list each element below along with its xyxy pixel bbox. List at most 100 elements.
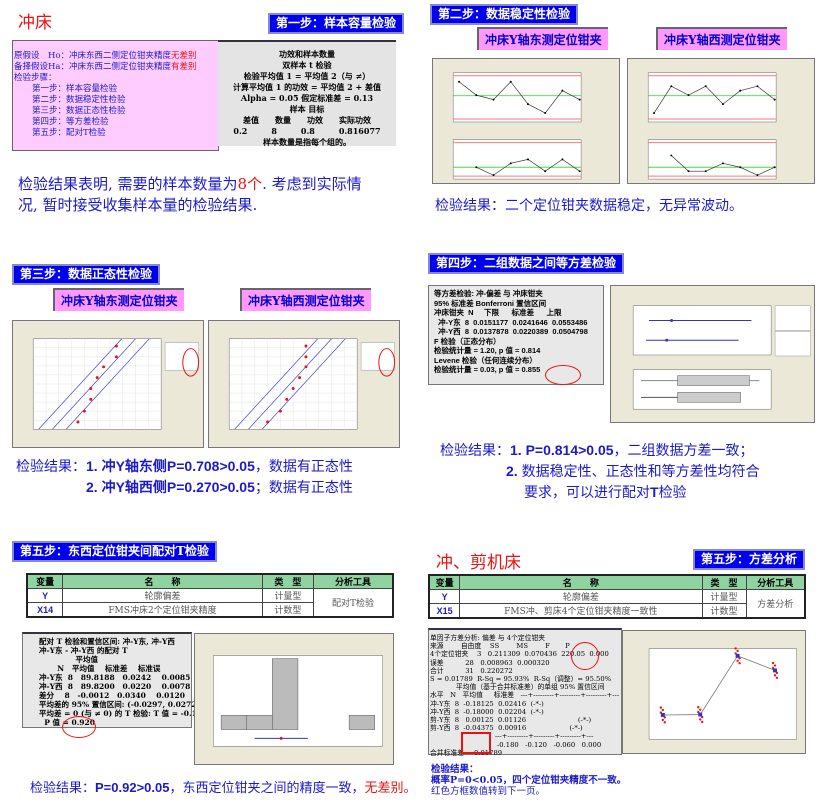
data-point — [775, 676, 779, 679]
stat-line: 冲-Y东 8 -0.18125 0.02416 (-*-) — [430, 699, 544, 708]
mean-point — [735, 653, 740, 658]
stat-line: 冲-Y西 8 89.8200 0.0220 0.0078 — [39, 682, 191, 691]
data-point — [701, 720, 704, 724]
histogram-bar — [220, 715, 247, 730]
stat-line: 功效和样本数量 — [279, 49, 335, 59]
data-point — [771, 661, 775, 665]
stat-line: 95% 标准差 Bonferroni 置信区间 — [434, 298, 547, 308]
stat-line: 剪-Y西 8 -0.04375 0.00916 (-*-) — [430, 724, 583, 733]
data-point — [102, 365, 106, 369]
data-point — [492, 98, 495, 101]
plot-area — [648, 648, 797, 740]
pooled-sd-highlight-box — [461, 732, 491, 754]
west-label: 冲床Y轴西测定位钳夹 — [240, 288, 371, 311]
stat-line: Alpha = 0.05 假定标准差 = 0.13 — [240, 93, 374, 103]
variable-table: 变量名 称类 型分析工具 Y 轮廓偏差 计量型 配对T检验 X14 FMS冲床2个定位钳… — [26, 573, 394, 618]
confidence-band — [38, 338, 123, 430]
data-point — [756, 85, 759, 88]
stat-line: 检验平均值 1 = 平均值 2（与 ≠） — [243, 71, 371, 81]
control-chart-west — [627, 58, 815, 184]
data-point — [773, 674, 777, 677]
difference-histogram — [194, 633, 394, 765]
confidence-band — [234, 338, 319, 430]
mean-point — [698, 712, 703, 717]
stat-line: Levene 检验（任何连续分布） — [434, 355, 537, 365]
data-point — [697, 706, 700, 709]
step5-result: 检验结果：P=0.92>0.05，东西定位钳夹之间的精度一致，无差别。 — [30, 780, 417, 796]
p-value-highlight-circle — [378, 348, 396, 377]
data-point — [773, 98, 776, 101]
data-point — [721, 103, 724, 106]
histogram-bar — [272, 658, 299, 730]
p-value-highlight-circle — [62, 716, 96, 738]
data-point — [526, 103, 529, 106]
power-sample-size-box: 功效和样本数量 双样本 t 检验 检验平均值 1 = 平均值 2（与 ≠） 计算平均值… — [218, 40, 396, 147]
data-point — [89, 397, 93, 401]
stat-line: 冲-Y西 8 0.0137878 0.0220389 0.0504798 — [434, 327, 588, 336]
data-point — [544, 112, 547, 115]
data-point — [82, 409, 86, 413]
confidence-band — [65, 338, 150, 430]
data-point — [298, 376, 302, 380]
data-point — [670, 154, 673, 157]
step1-badge: 第一步：样本容量检验 — [268, 13, 405, 34]
stat-line: -0.180 -0.120 -0.060 0.000 — [430, 740, 602, 749]
data-point — [661, 708, 665, 712]
data-point — [291, 387, 295, 391]
step2-result: 检验结果：二个定位钳夹数据稳定，无异常波动。 — [435, 198, 743, 214]
step5-badge: 第五步：东西定位钳夹间配对T检验 — [12, 541, 217, 562]
data-point — [304, 344, 308, 348]
data-point — [278, 409, 282, 413]
step2-badge: 第二步：数据稳定性检验 — [430, 4, 579, 25]
data-point — [561, 158, 564, 161]
stat-line: 冲-Y西 8 -0.18000 0.02204 (-*-) — [430, 707, 544, 716]
data-point — [663, 721, 666, 724]
confidence-band — [52, 338, 136, 430]
data-point — [699, 708, 702, 711]
stat-line: 误差 28 0.008963 0.000320 — [430, 658, 550, 667]
probability-plot-west — [208, 320, 400, 448]
plot-area — [647, 72, 777, 123]
stat-line: N 平均值 标准差 标准误 — [39, 664, 161, 673]
stat-line: 样本 目标 — [289, 104, 325, 114]
stat-line: 平均值 — [39, 655, 99, 664]
paired-t-stats: 配对 T 检验和置信区间: 冲-Y东, 冲-Y西 冲-Y东 - 冲-Y西 的配对 … — [22, 632, 203, 728]
variable-table: 变量名 称类 型分析工具 Y 轮廓偏差 计量型 方差分析 X15 FMS冲、剪床4个定位… — [428, 574, 806, 619]
data-point — [458, 80, 461, 83]
stat-line: 水平 N 平均值 标准差 ---+---------+---------+---… — [430, 691, 620, 700]
stat-line: 来源 自由度 SS MS F P — [430, 642, 570, 651]
stat-line: 0.2 8 0.8 0.816077 — [233, 126, 381, 136]
step1-result: 检验结果表明, 需要的样本数量为8个. 考虑到实际情 况, 暂时接受收集样本量的检… — [18, 175, 362, 214]
step3-badge: 第三步：数据正态性检验 — [12, 264, 161, 285]
stat-line: 冲-Y东 8 89.8188 0.0242 0.0085 — [39, 673, 191, 682]
histogram-bar — [246, 715, 273, 730]
stat-line: 平均差 = 0 (与 ≠ 0) 的 T 检验: T 值 = -0.10 — [39, 709, 203, 718]
data-point — [738, 662, 741, 665]
plot-area — [452, 72, 582, 123]
equal-variance-chart — [610, 285, 815, 423]
data-point — [653, 112, 656, 115]
east-label: 冲床Y轴东测定位钳夹 — [53, 288, 184, 311]
data-point — [578, 170, 581, 173]
stat-line: 平均差的 95% 置信区间: (-0.0297, 0.0272) — [39, 700, 201, 709]
data-point — [266, 420, 270, 424]
data-point — [114, 344, 118, 348]
east-label: 冲床Y轴东测定位钳夹 — [477, 27, 608, 50]
probability-plot-east — [12, 320, 204, 448]
data-point — [95, 376, 99, 380]
data-point — [699, 718, 702, 721]
stat-line: 差值 数量 功效 实际功效 — [243, 115, 371, 125]
data-point — [661, 718, 665, 722]
data-point — [492, 174, 495, 177]
p-value-highlight-circle — [571, 642, 599, 670]
data-point — [509, 80, 512, 83]
plot-area — [452, 139, 582, 180]
stat-line: 差分 8 -0.0012 0.0340 0.0120 — [39, 691, 185, 700]
data-point — [704, 170, 707, 173]
step4-badge: 第四步：二组数据之间等方差检验 — [428, 253, 625, 274]
legend-box — [164, 342, 199, 371]
p-value-highlight-circle — [545, 365, 581, 385]
data-point — [739, 89, 742, 92]
step5-anova-badge: 第五步：方差分析 — [693, 549, 806, 570]
mean-line — [662, 655, 776, 716]
